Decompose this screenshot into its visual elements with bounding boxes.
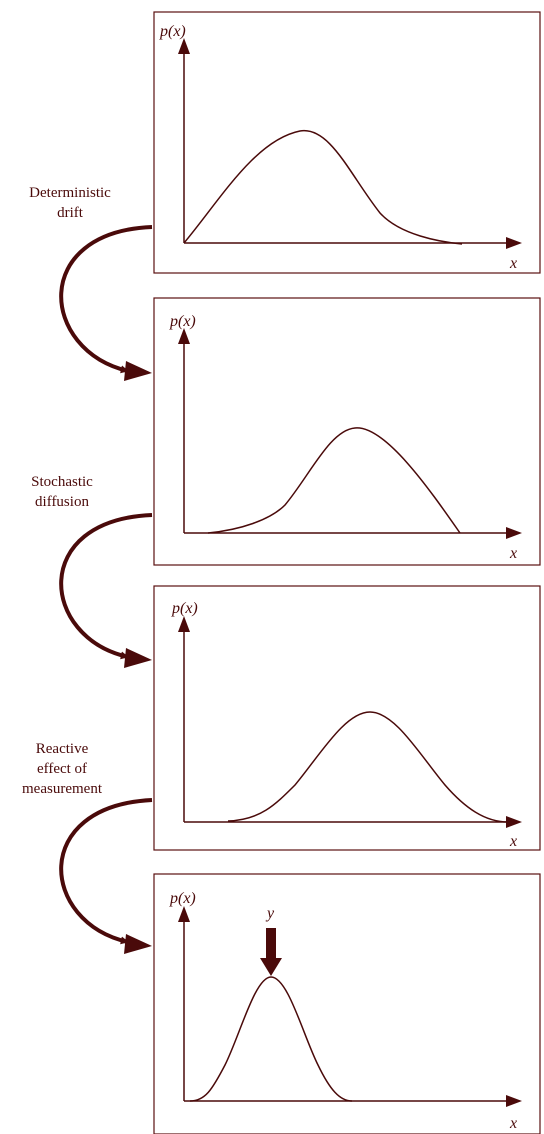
panel-2: p(x) x [153,297,541,566]
panel-4-x-label: x [509,1115,517,1132]
panel-3-y-label: p(x) [171,600,198,617]
transition-3-label-line-1: Reactive [36,741,89,757]
transition-3-arrowhead [124,934,152,954]
panel-2-y-label: p(x) [169,313,196,330]
transition-2: Stochastic diffusion [31,474,153,668]
panel-2-frame [153,297,541,566]
transition-3-curved-arrow [59,798,153,945]
panel-2-x-arrowhead [506,527,522,539]
transition-2-arrowhead [124,648,152,668]
transition-2-label-line-1: Stochastic [31,474,93,490]
panel-1-y-arrowhead [178,38,190,54]
panel-4-y-label: p(x) [169,890,196,907]
transition-3-label-line-2: effect of [37,761,87,777]
transition-1-arrowhead [124,361,152,381]
panel-3-y-arrowhead [178,616,190,632]
panel-2-distribution-curve [207,427,461,534]
panel-2-x-label: x [509,545,517,562]
transition-1: Deterministic drift [29,185,153,381]
panel-1-y-label: p(x) [159,23,186,40]
panel-3-distribution-curve [227,711,509,823]
panel-1-x-arrowhead [506,237,522,249]
transition-3-label-line-3: measurement [22,781,103,797]
panel-2-y-arrowhead [178,328,190,344]
panel-3-x-label: x [509,833,517,850]
transition-1-label-line-2: drift [57,205,84,221]
transition-2-curved-arrow [59,513,153,660]
measurement-arrowhead [260,958,282,976]
panel-4-distribution-curve [189,976,353,1102]
panel-3: p(x) x [153,585,541,851]
measurement-arrow-shaft [266,928,276,960]
panel-3-frame [153,585,541,851]
transition-1-label-line-1: Deterministic [29,185,111,201]
panel-1: p(x) x [153,11,541,274]
panel-4-y-arrowhead [178,906,190,922]
transition-3: Reactive effect of measurement [22,741,153,954]
panel-4-frame [153,873,541,1134]
panel-3-x-arrowhead [506,816,522,828]
panel-4: p(x) x y [153,873,541,1134]
transition-2-label-line-2: diffusion [35,494,89,510]
panel-4-x-arrowhead [506,1095,522,1107]
panel-1-x-label: x [509,255,517,272]
panel-1-frame [153,11,541,274]
panel-1-distribution-curve [183,130,463,245]
transition-1-curved-arrow [59,225,153,374]
panel-4-marker-label: y [265,905,275,922]
